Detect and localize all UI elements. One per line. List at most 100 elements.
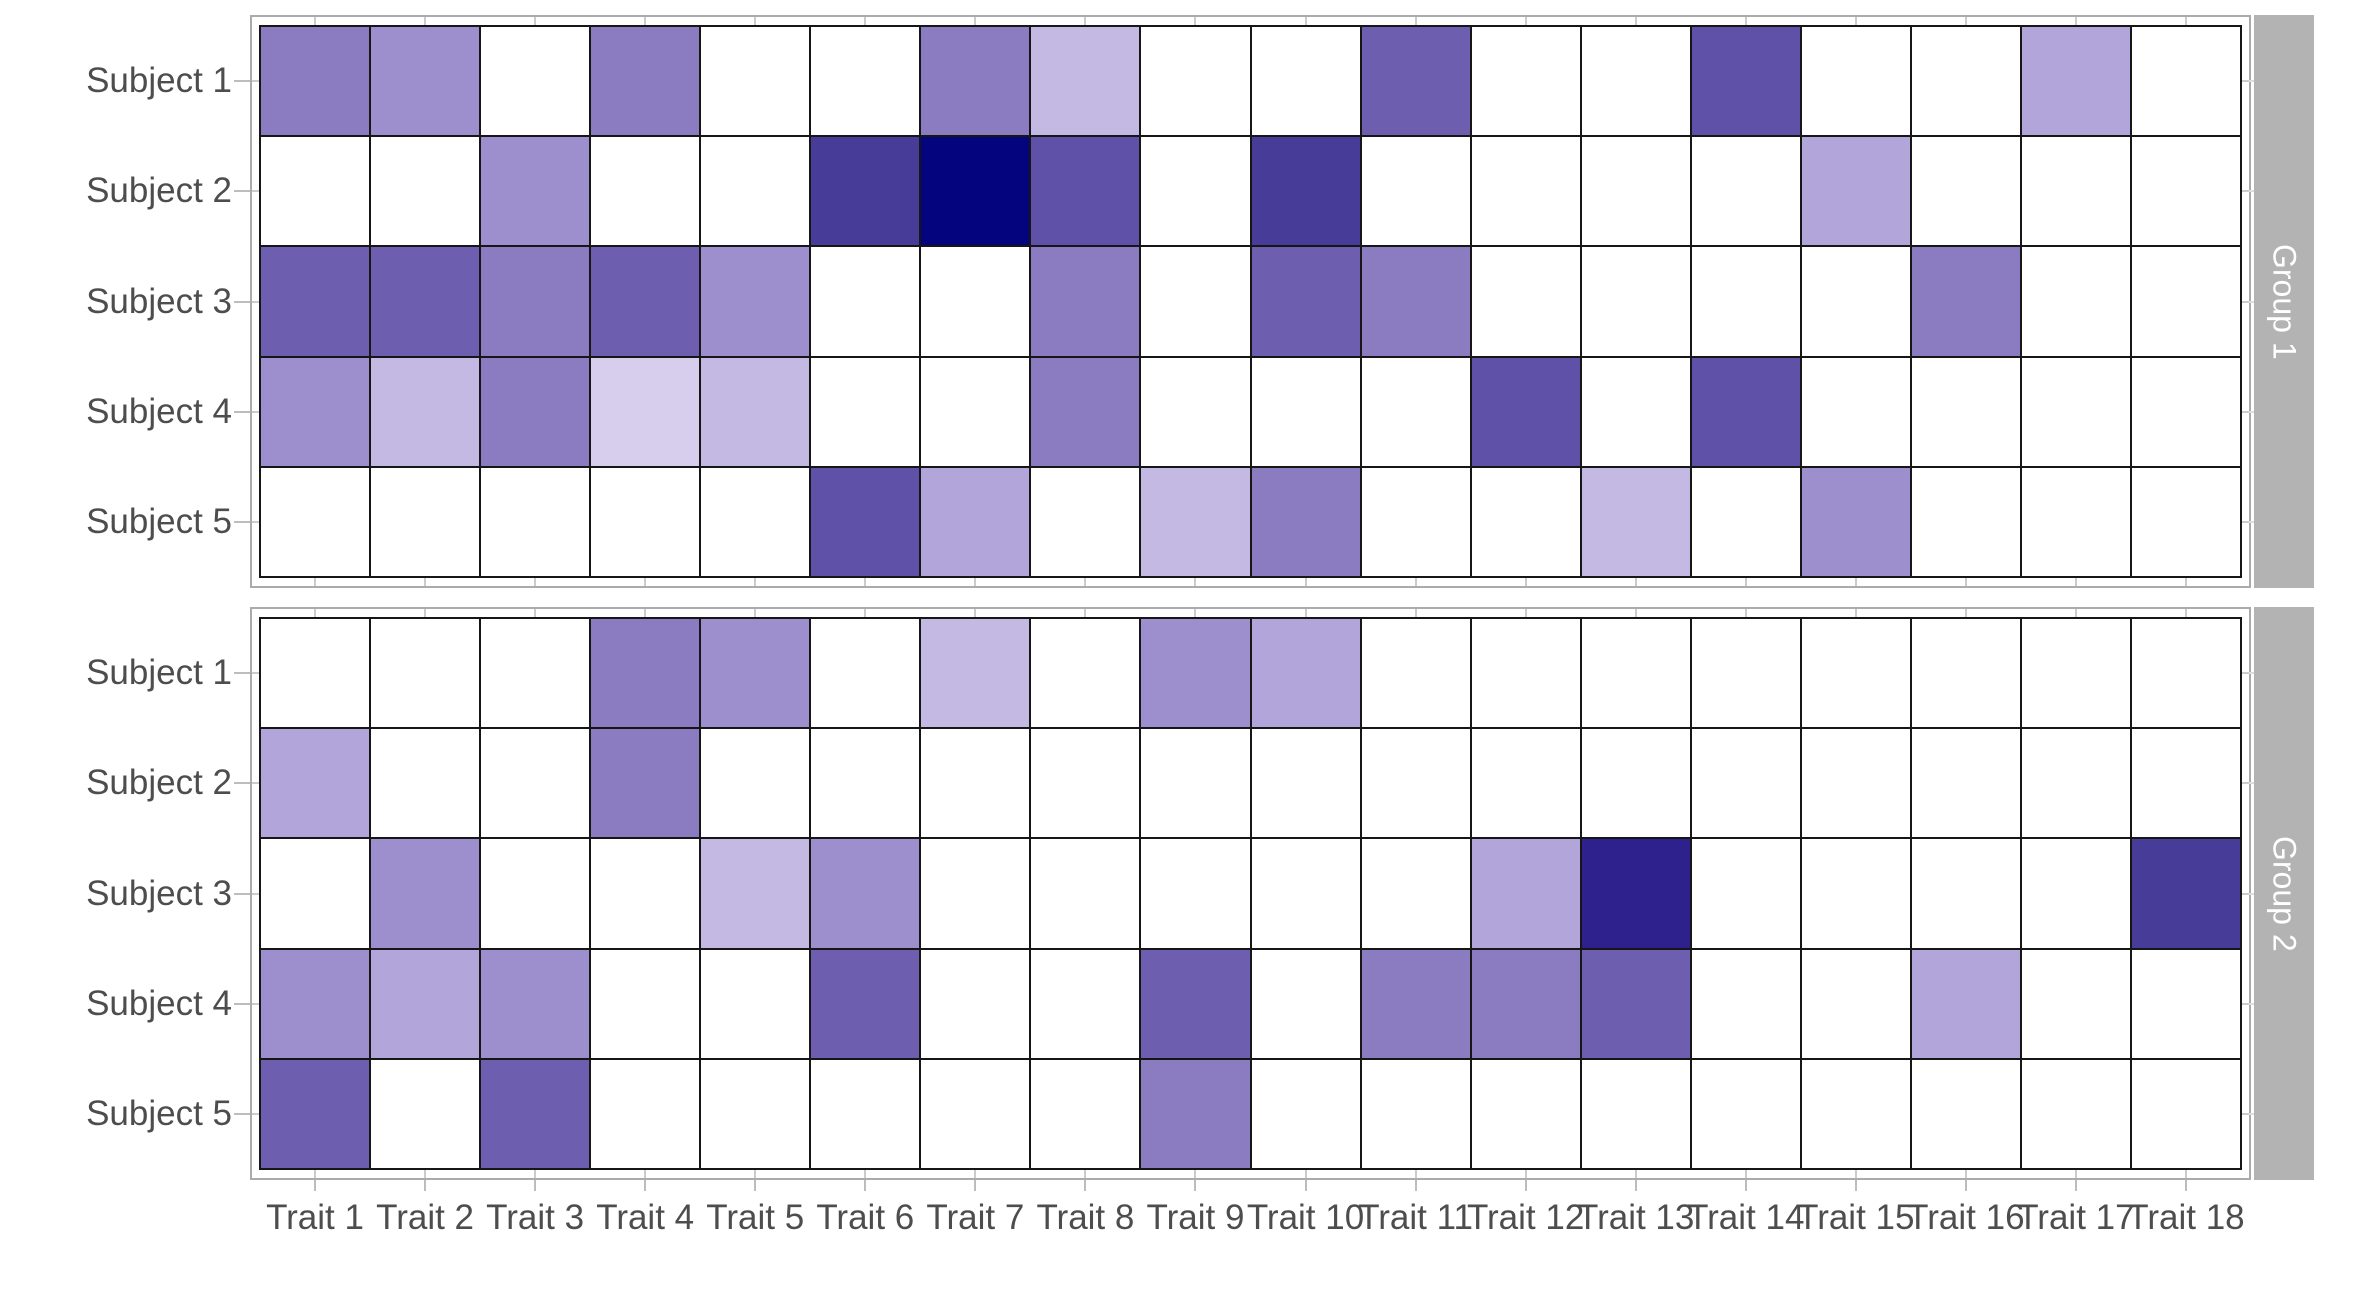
heatmap-cell (1361, 619, 1470, 728)
heatmap-cell (1141, 619, 1250, 728)
heatmap-cell (1031, 729, 1140, 838)
axis-tick (1414, 609, 1417, 617)
x-axis-label: Trait 5 (706, 1198, 805, 1237)
axis-tick (252, 672, 259, 675)
heatmap-cell (1361, 137, 1470, 246)
heatmap-cell (481, 949, 590, 1058)
heatmap-cell (591, 949, 700, 1058)
heatmap-cell (701, 27, 810, 136)
heatmap-cell (1581, 27, 1690, 136)
heatmap-cell (371, 1059, 480, 1168)
axis-tick (1744, 578, 1747, 586)
heatmap-cell (481, 467, 590, 576)
heatmap-cell (1031, 1059, 1140, 1168)
heatmap-cell (1031, 27, 1140, 136)
heatmap-cell (1251, 137, 1360, 246)
heatmap-cell (1141, 137, 1250, 246)
x-axis-label: Trait 8 (1036, 1198, 1135, 1237)
heatmap-cell (2021, 247, 2130, 356)
heatmap-cell (811, 137, 920, 246)
axis-tick (2184, 1170, 2187, 1178)
heatmap-cell (591, 357, 700, 466)
heatmap-cell (1141, 247, 1250, 356)
heatmap-cell (591, 247, 700, 356)
heatmap-cell (591, 137, 700, 246)
axis-tick (2242, 672, 2249, 675)
heatmap-cell (1031, 137, 1140, 246)
axis-tick (1744, 1180, 1747, 1191)
heatmap-cell (2131, 839, 2240, 948)
heatmap-cell (1361, 949, 1470, 1058)
axis-tick (1854, 578, 1857, 586)
heatmap-cell (1801, 27, 1910, 136)
axis-tick (1524, 609, 1527, 617)
axis-tick (2242, 1002, 2249, 1005)
heatmap-cell (2021, 729, 2130, 838)
heatmap-cell (1581, 1059, 1690, 1168)
axis-tick (2074, 1180, 2077, 1191)
x-axis-label: Trait 17 (2017, 1198, 2135, 1237)
heatmap-cell (2021, 839, 2130, 948)
x-axis-label: Trait 18 (2127, 1198, 2245, 1237)
axis-tick (2242, 410, 2249, 413)
heatmap-cell (371, 247, 480, 356)
heatmap-cell (1251, 949, 1360, 1058)
axis-tick (2249, 410, 2254, 413)
heatmap-cell (371, 839, 480, 948)
axis-tick (644, 1180, 647, 1191)
heatmap-cell (1581, 467, 1690, 576)
y-axis-label: Subject 3 (86, 873, 232, 913)
y-axis-label: Subject 1 (86, 653, 232, 693)
axis-tick (2249, 892, 2254, 895)
heatmap-cell (811, 949, 920, 1058)
axis-tick (1304, 1170, 1307, 1178)
heatmap-cell (1141, 27, 1250, 136)
axis-tick (234, 1002, 250, 1005)
x-axis-label: Trait 11 (1358, 1198, 1473, 1237)
axis-tick (1744, 609, 1747, 617)
heatmap-cell (1581, 619, 1690, 728)
heatmap-cell (1251, 247, 1360, 356)
x-axis-label: Trait 1 (266, 1198, 364, 1237)
axis-tick (1304, 1180, 1307, 1191)
heatmap-cell (2131, 949, 2240, 1058)
heatmap-cell (701, 619, 810, 728)
axis-tick (974, 1180, 977, 1191)
heatmap-cell (1031, 467, 1140, 576)
heatmap-cell (1911, 839, 2020, 948)
heatmap-cell (261, 949, 370, 1058)
heatmap-cell (921, 357, 1030, 466)
heatmap-cell (1251, 619, 1360, 728)
axis-tick (2074, 1170, 2077, 1178)
x-axis-label: Trait 15 (1797, 1198, 1915, 1237)
x-axis-label: Trait 14 (1687, 1198, 1805, 1237)
heatmap-cell (811, 27, 920, 136)
facet-strip-label: Group 2 (2266, 835, 2303, 952)
axis-tick (234, 1112, 250, 1115)
axis-tick (1524, 1180, 1527, 1191)
axis-tick (2242, 80, 2249, 83)
heatmap-cell (2131, 619, 2240, 728)
axis-tick (1414, 578, 1417, 586)
axis-tick (1304, 609, 1307, 617)
axis-tick (1634, 578, 1637, 586)
axis-tick (2242, 1112, 2249, 1115)
axis-tick (754, 578, 757, 586)
heatmap-cell (701, 949, 810, 1058)
heatmap-cell (1911, 949, 2020, 1058)
heatmap-cell (1251, 27, 1360, 136)
axis-tick (754, 609, 757, 617)
axis-tick (2249, 520, 2254, 523)
heatmap-cell (1471, 247, 1580, 356)
heatmap-cell (481, 27, 590, 136)
axis-tick (252, 1112, 259, 1115)
heatmap-cell (591, 839, 700, 948)
x-axis-label: Trait 7 (926, 1198, 1025, 1237)
x-axis-label: Trait 16 (1907, 1198, 2025, 1237)
heatmap-cell (1031, 247, 1140, 356)
heatmap-cell (1361, 467, 1470, 576)
heatmap-cell (1251, 1059, 1360, 1168)
axis-tick (2249, 80, 2254, 83)
heatmap-cell (2021, 357, 2130, 466)
axis-tick (864, 578, 867, 586)
